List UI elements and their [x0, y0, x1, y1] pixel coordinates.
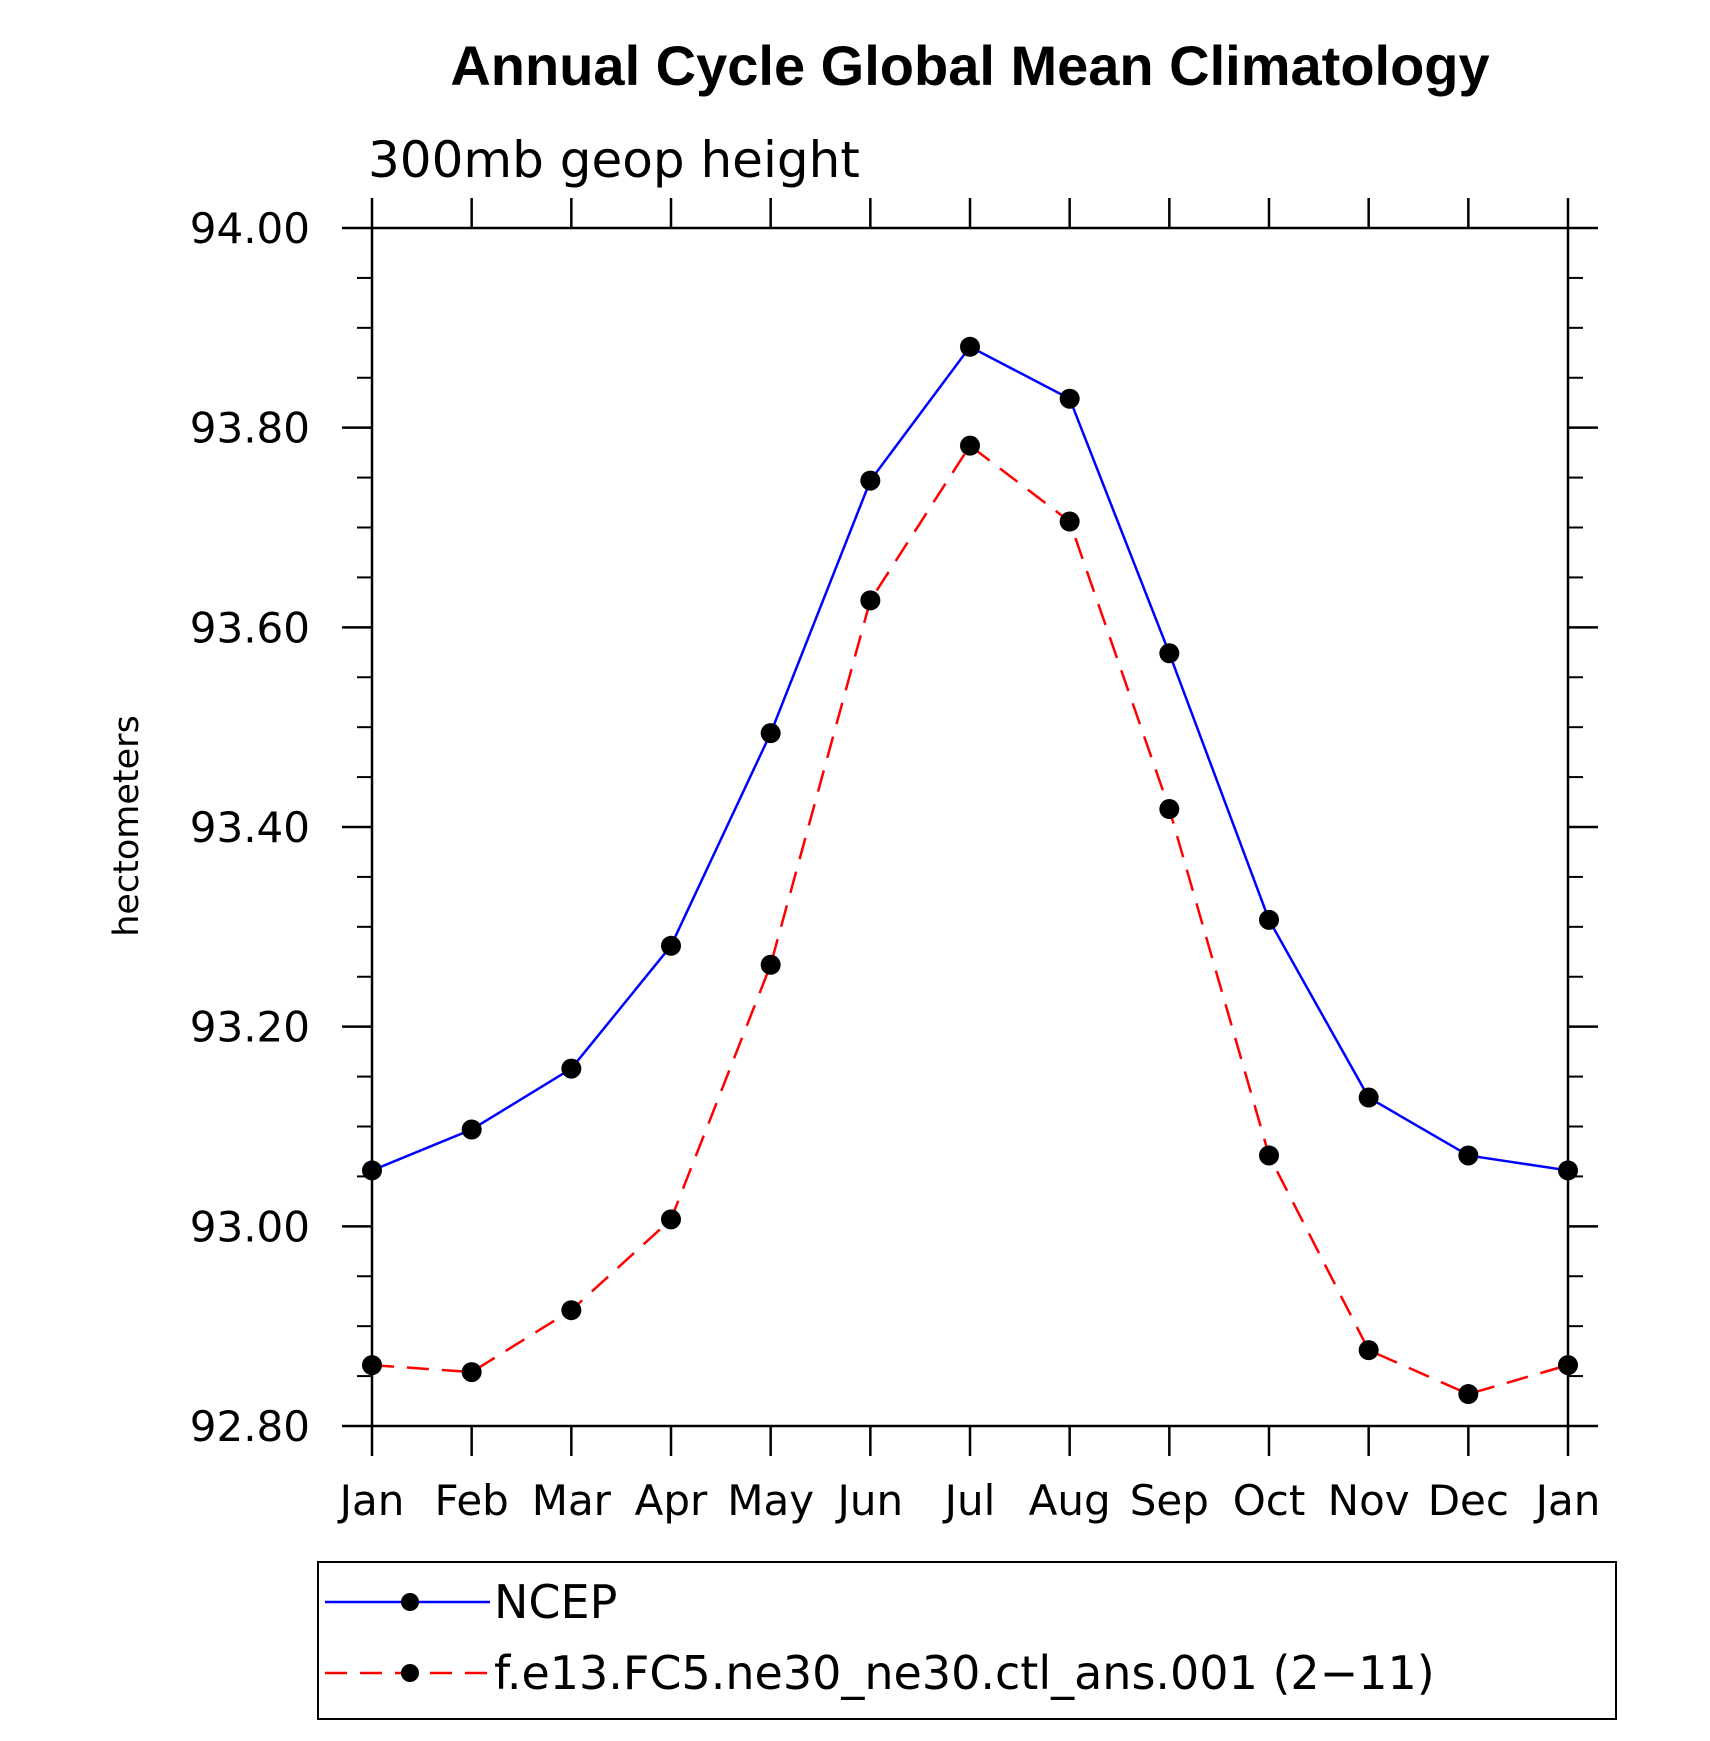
x-tick-label: Feb: [434, 1476, 508, 1525]
x-tick-label: Apr: [635, 1476, 708, 1525]
data-point-series-0: [561, 1058, 582, 1079]
legend: NCEP f.e13.FC5.ne30_ne30.ctl_ans.001 (2−…: [317, 1561, 1617, 1720]
legend-label-ncep: NCEP: [494, 1575, 617, 1629]
data-point-series-1: [1358, 1340, 1379, 1361]
chart-subtitle: 300mb geop height: [368, 131, 860, 189]
x-tick-label: Mar: [532, 1476, 612, 1525]
series-line-0: [371, 345, 1569, 1172]
data-point-series-0: [661, 935, 681, 956]
data-point-series-0: [1059, 388, 1080, 409]
y-tick-label: 93.60: [190, 603, 310, 652]
data-point-series-0: [760, 723, 781, 744]
y-tick-label: 92.80: [190, 1402, 310, 1451]
data-point-series-1: [860, 590, 881, 611]
y-tick-label: 93.20: [190, 1003, 310, 1052]
legend-marker-model: [401, 1664, 419, 1682]
chart-title: Annual Cycle Global Mean Climatology: [450, 34, 1489, 97]
data-point-series-0: [960, 336, 980, 357]
data-point-series-1: [1259, 1145, 1279, 1166]
plot-frame: [370, 226, 1570, 1428]
data-point-series-1: [760, 954, 781, 975]
data-point-series-0: [1358, 1087, 1379, 1108]
y-axis-label: hectometers: [107, 715, 147, 937]
legend-label-model: f.e13.FC5.ne30_ne30.ctl_ans.001 (2−11): [494, 1646, 1435, 1700]
x-tick-label: Jun: [835, 1476, 904, 1525]
y-tick-label: 94.00: [190, 204, 310, 253]
series-line-1: [371, 443, 1569, 1396]
data-point-series-1: [461, 1362, 482, 1383]
y-tick-label: 93.80: [190, 404, 310, 453]
x-tick-label: Aug: [1029, 1476, 1111, 1525]
plot-series: [362, 336, 1578, 1405]
data-point-series-1: [1159, 799, 1180, 820]
x-tick-label: Oct: [1233, 1476, 1306, 1525]
x-tick-label: Dec: [1428, 1476, 1509, 1525]
data-point-series-1: [1558, 1355, 1578, 1376]
data-point-series-0: [1458, 1145, 1479, 1166]
data-point-series-0: [362, 1160, 382, 1181]
data-point-series-1: [561, 1300, 582, 1321]
data-point-series-1: [661, 1209, 681, 1230]
data-point-series-0: [860, 470, 881, 491]
data-point-series-1: [1059, 511, 1080, 532]
y-tick-label: 93.00: [190, 1202, 310, 1251]
axes: Jan Feb Mar Apr May Jun Jul Aug Sep Oct Nov Dec Jan 9…: [190, 198, 1601, 1525]
data-point-series-1: [362, 1355, 382, 1376]
data-point-series-0: [1259, 909, 1279, 930]
y-tick-label: 93.40: [190, 803, 310, 852]
x-tick-label: Sep: [1130, 1476, 1209, 1525]
legend-box: [317, 1561, 1617, 1720]
x-tick-label: May: [727, 1476, 814, 1525]
data-point-series-0: [461, 1119, 482, 1140]
data-point-series-1: [1458, 1384, 1479, 1405]
x-tick-label: Jan: [337, 1476, 405, 1525]
data-point-series-0: [1558, 1160, 1578, 1181]
x-tick-label: Jan: [1533, 1476, 1601, 1525]
x-tick-label: Jul: [942, 1476, 996, 1525]
data-point-series-0: [1159, 643, 1180, 664]
legend-marker-ncep: [401, 1593, 419, 1611]
data-point-series-1: [960, 435, 980, 456]
x-tick-label: Nov: [1328, 1476, 1410, 1525]
